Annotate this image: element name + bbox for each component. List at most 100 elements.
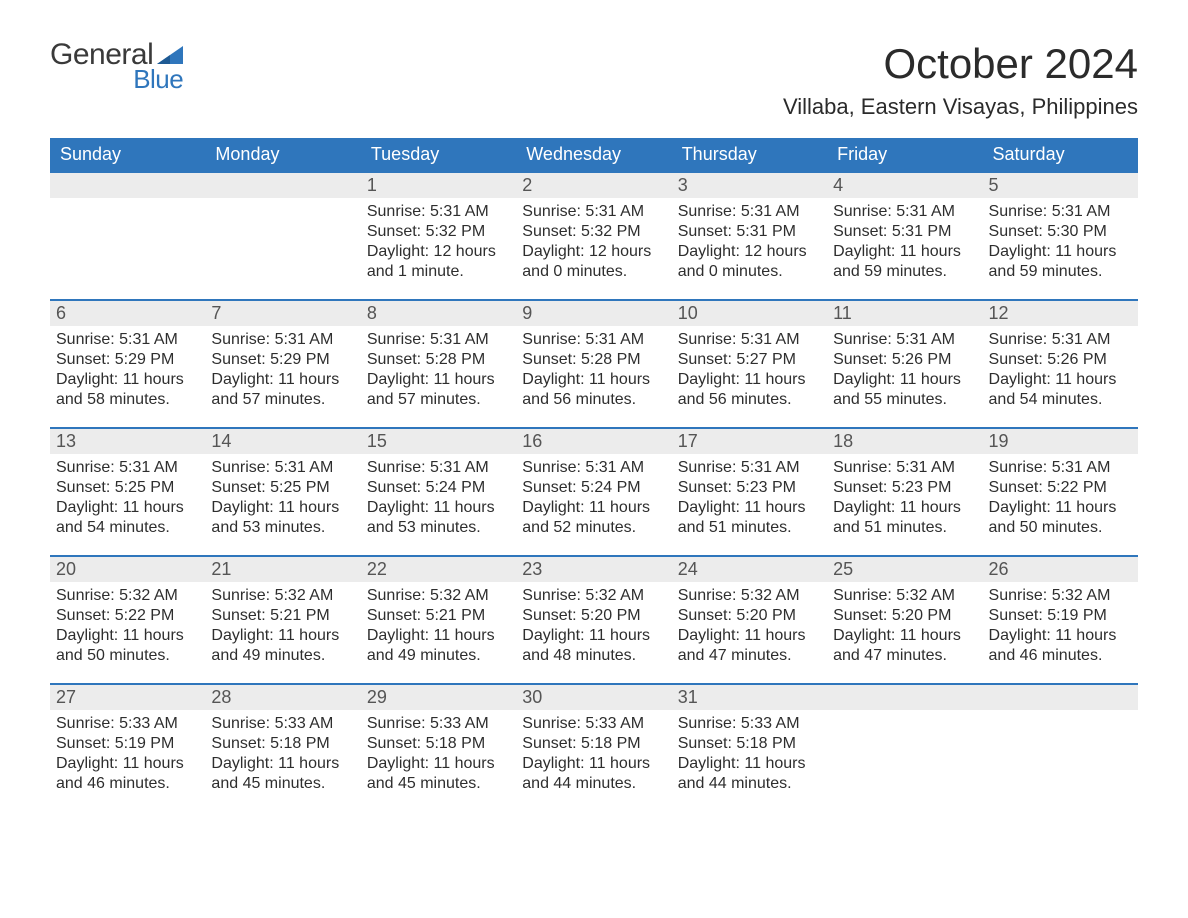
daylight-line-label: Daylight:	[989, 627, 1051, 644]
sunrise-line-label: Sunrise:	[678, 331, 737, 348]
day-body: Sunrise: 5:31 AMSunset: 5:31 PMDaylight:…	[672, 198, 827, 290]
day-number: 12	[983, 301, 1138, 326]
sunrise-line: Sunrise: 5:31 AM	[56, 458, 199, 478]
sunset-line-label: Sunset:	[989, 479, 1043, 496]
sunset-line: Sunset: 5:19 PM	[989, 606, 1132, 626]
sunset-line-label: Sunset:	[678, 607, 732, 624]
day-number: 23	[516, 557, 671, 582]
day-cell: 24Sunrise: 5:32 AMSunset: 5:20 PMDayligh…	[672, 556, 827, 684]
sunset-line-value: 5:23 PM	[736, 479, 796, 496]
sunset-line-value: 5:25 PM	[115, 479, 175, 496]
sunrise-line: Sunrise: 5:32 AM	[211, 586, 354, 606]
day-number: 11	[827, 301, 982, 326]
sunset-line: Sunset: 5:18 PM	[367, 734, 510, 754]
day-number: 14	[205, 429, 360, 454]
daylight-line-label: Daylight:	[211, 755, 273, 772]
sunrise-line: Sunrise: 5:33 AM	[522, 714, 665, 734]
daylight-line-label: Daylight:	[56, 755, 118, 772]
day-cell: 6Sunrise: 5:31 AMSunset: 5:29 PMDaylight…	[50, 300, 205, 428]
location: Villaba, Eastern Visayas, Philippines	[783, 94, 1138, 120]
daylight-line: Daylight: 11 hours and 48 minutes.	[522, 626, 665, 666]
calendar-table: SundayMondayTuesdayWednesdayThursdayFrid…	[50, 138, 1138, 812]
sunset-line-label: Sunset:	[522, 351, 576, 368]
daylight-line-label: Daylight:	[367, 371, 429, 388]
sunrise-line: Sunrise: 5:33 AM	[211, 714, 354, 734]
sunset-line-label: Sunset:	[522, 479, 576, 496]
sunset-line-label: Sunset:	[367, 223, 421, 240]
sunrise-line-label: Sunrise:	[833, 331, 892, 348]
sunset-line-value: 5:20 PM	[736, 607, 796, 624]
sunset-line: Sunset: 5:31 PM	[833, 222, 976, 242]
daylight-line-label: Daylight:	[367, 499, 429, 516]
daylight-line: Daylight: 11 hours and 44 minutes.	[678, 754, 821, 794]
sunset-line-value: 5:29 PM	[115, 351, 175, 368]
sunset-line-label: Sunset:	[56, 607, 110, 624]
day-number: 21	[205, 557, 360, 582]
day-cell: 11Sunrise: 5:31 AMSunset: 5:26 PMDayligh…	[827, 300, 982, 428]
sunrise-line-label: Sunrise:	[56, 459, 115, 476]
sunrise-line-value: 5:31 AM	[741, 203, 800, 220]
sunrise-line-value: 5:31 AM	[119, 459, 178, 476]
sunset-line: Sunset: 5:30 PM	[989, 222, 1132, 242]
sunset-line: Sunset: 5:24 PM	[367, 478, 510, 498]
sunset-line-value: 5:27 PM	[736, 351, 796, 368]
sunset-line-label: Sunset:	[211, 735, 265, 752]
daylight-line-label: Daylight:	[833, 627, 895, 644]
sunrise-line-value: 5:32 AM	[741, 587, 800, 604]
sunset-line: Sunset: 5:20 PM	[678, 606, 821, 626]
day-body: Sunrise: 5:31 AMSunset: 5:32 PMDaylight:…	[516, 198, 671, 290]
sunrise-line-value: 5:33 AM	[275, 715, 334, 732]
day-body: Sunrise: 5:33 AMSunset: 5:18 PMDaylight:…	[205, 710, 360, 802]
sunrise-line-value: 5:31 AM	[585, 459, 644, 476]
sunrise-line-value: 5:31 AM	[430, 459, 489, 476]
sunrise-line: Sunrise: 5:33 AM	[367, 714, 510, 734]
sunset-line-value: 5:26 PM	[1047, 351, 1107, 368]
sunrise-line: Sunrise: 5:31 AM	[678, 458, 821, 478]
sunrise-line: Sunrise: 5:32 AM	[989, 586, 1132, 606]
sunrise-line-value: 5:32 AM	[119, 587, 178, 604]
day-number: 3	[672, 173, 827, 198]
day-cell: 7Sunrise: 5:31 AMSunset: 5:29 PMDaylight…	[205, 300, 360, 428]
daylight-line-label: Daylight:	[678, 627, 740, 644]
day-body: Sunrise: 5:31 AMSunset: 5:26 PMDaylight:…	[983, 326, 1138, 418]
sunrise-line-label: Sunrise:	[833, 459, 892, 476]
sunset-line: Sunset: 5:21 PM	[367, 606, 510, 626]
sunrise-line-label: Sunrise:	[211, 331, 270, 348]
sunrise-line-value: 5:31 AM	[275, 459, 334, 476]
daylight-line-label: Daylight:	[211, 627, 273, 644]
sunset-line-label: Sunset:	[833, 351, 887, 368]
sunrise-line: Sunrise: 5:31 AM	[367, 202, 510, 222]
sunset-line: Sunset: 5:23 PM	[678, 478, 821, 498]
sunrise-line: Sunrise: 5:31 AM	[678, 202, 821, 222]
day-cell: 29Sunrise: 5:33 AMSunset: 5:18 PMDayligh…	[361, 684, 516, 812]
day-number: 19	[983, 429, 1138, 454]
day-number: 5	[983, 173, 1138, 198]
sunrise-line: Sunrise: 5:32 AM	[522, 586, 665, 606]
daylight-line-label: Daylight:	[989, 243, 1051, 260]
week-row: 27Sunrise: 5:33 AMSunset: 5:19 PMDayligh…	[50, 684, 1138, 812]
day-number: 29	[361, 685, 516, 710]
sunrise-line-label: Sunrise:	[989, 587, 1048, 604]
day-number	[827, 685, 982, 710]
sunset-line-label: Sunset:	[56, 351, 110, 368]
sunset-line-value: 5:21 PM	[270, 607, 330, 624]
header: General Blue October 2024 Villaba, Easte…	[50, 40, 1138, 120]
sunrise-line-label: Sunrise:	[833, 203, 892, 220]
day-cell: 27Sunrise: 5:33 AMSunset: 5:19 PMDayligh…	[50, 684, 205, 812]
daylight-line: Daylight: 11 hours and 53 minutes.	[211, 498, 354, 538]
sunset-line-label: Sunset:	[56, 735, 110, 752]
sunset-line: Sunset: 5:20 PM	[522, 606, 665, 626]
day-header: Monday	[205, 138, 360, 172]
day-body: Sunrise: 5:31 AMSunset: 5:25 PMDaylight:…	[205, 454, 360, 546]
sunrise-line-label: Sunrise:	[367, 587, 426, 604]
sunset-line-label: Sunset:	[522, 607, 576, 624]
day-number: 16	[516, 429, 671, 454]
sunset-line-value: 5:23 PM	[892, 479, 952, 496]
daylight-line-label: Daylight:	[211, 499, 273, 516]
sunset-line: Sunset: 5:32 PM	[522, 222, 665, 242]
sunrise-line-value: 5:33 AM	[430, 715, 489, 732]
day-header: Wednesday	[516, 138, 671, 172]
day-cell: 14Sunrise: 5:31 AMSunset: 5:25 PMDayligh…	[205, 428, 360, 556]
day-body: Sunrise: 5:32 AMSunset: 5:21 PMDaylight:…	[361, 582, 516, 674]
day-number: 24	[672, 557, 827, 582]
